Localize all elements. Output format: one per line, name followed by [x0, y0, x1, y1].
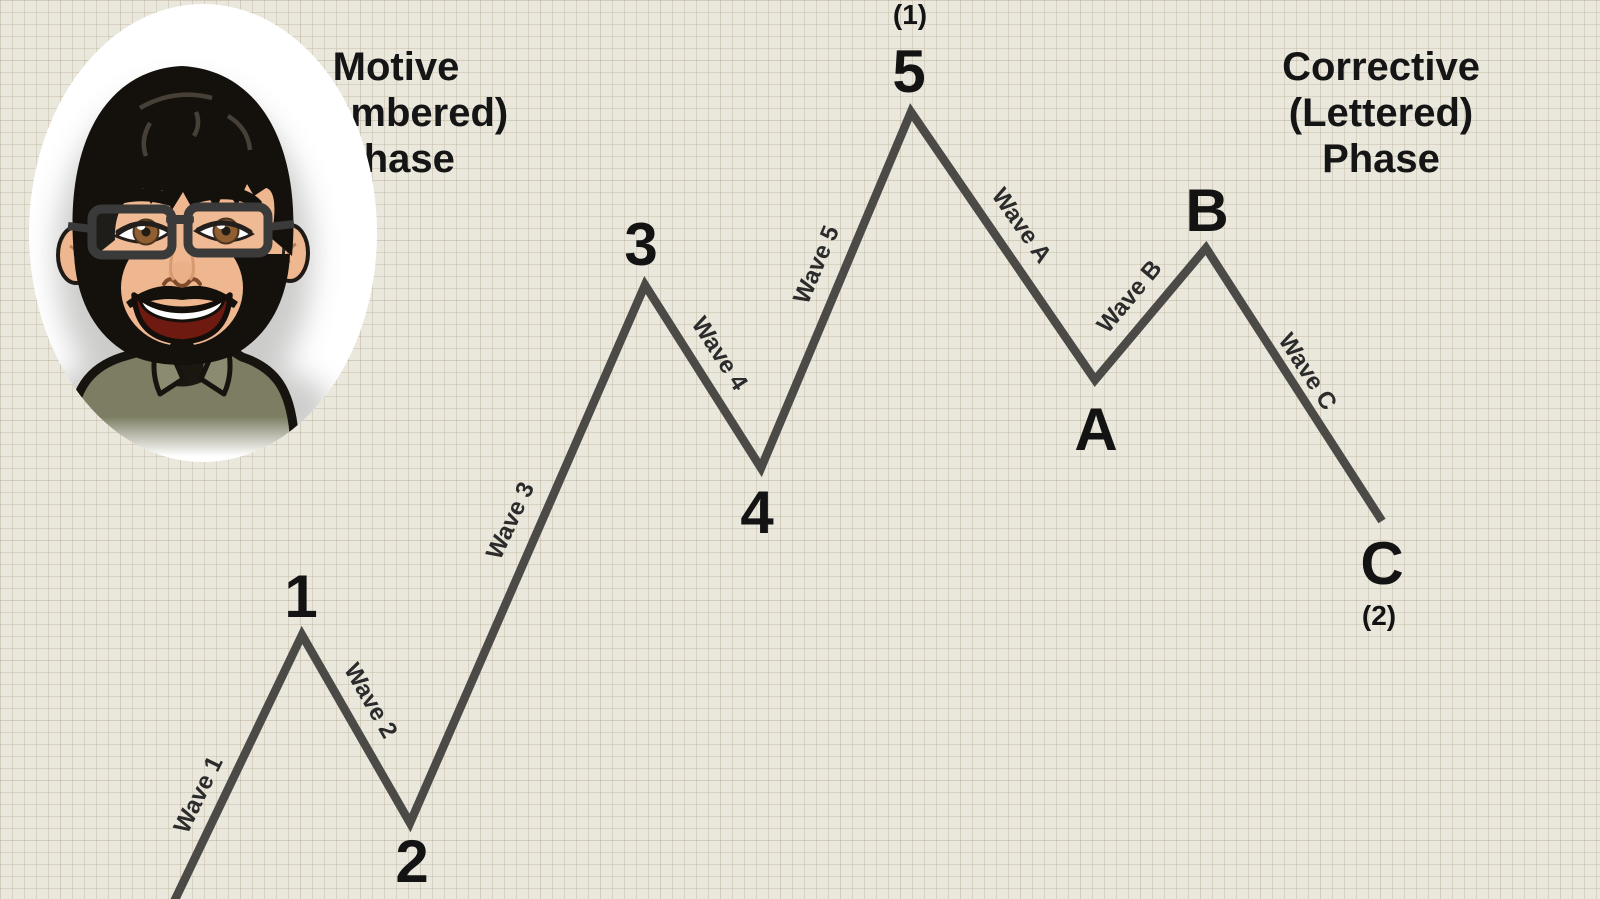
- corrective-phase-title: Corrective (Lettered) Phase: [1282, 44, 1480, 182]
- pivot-label-4: 4: [740, 479, 774, 546]
- pivot-label-1: 1: [284, 563, 318, 630]
- pivot-label-A: A: [1074, 396, 1118, 463]
- avatar-mustache: [126, 285, 238, 308]
- corrective-title-line3: Phase: [1322, 137, 1440, 181]
- avatar-figure: [36, 66, 332, 462]
- pivot-label-B: B: [1185, 177, 1229, 244]
- pivot-label-2: 2: [395, 828, 429, 895]
- avatar-nose: [162, 277, 202, 288]
- pivot-label-3: 3: [624, 211, 658, 278]
- segment-label-wave-5: Wave 5: [788, 221, 845, 308]
- avatar-hair-highlights: [138, 92, 253, 157]
- segment-label-wave-4: Wave 4: [685, 312, 754, 396]
- segment-label-wave-b: Wave B: [1091, 255, 1168, 339]
- segment-label-wave-2: Wave 2: [338, 658, 403, 743]
- avatar-eyebrow-left: [102, 188, 172, 212]
- avatar-hair: [72, 66, 294, 256]
- segment-label-wave-a: Wave A: [985, 183, 1057, 269]
- avatar-soul-patch: [170, 341, 194, 358]
- wave-line: [170, 103, 1386, 899]
- corrective-title-line1: Corrective: [1282, 45, 1480, 89]
- segment-label-wave-1: Wave 1: [168, 752, 229, 838]
- corrective-title-line2: (Lettered): [1288, 91, 1474, 135]
- avatar-glasses: [67, 202, 295, 260]
- pivot-label-1: (1): [892, 0, 928, 30]
- avatar-eye-right: [193, 217, 255, 245]
- pivot-label-2: (2): [1361, 600, 1397, 631]
- segment-label-wave-c: Wave C: [1272, 328, 1343, 416]
- motive-title-line1: Motive: [332, 45, 460, 89]
- pivot-label-C: C: [1360, 530, 1404, 597]
- segment-label-wave-3: Wave 3: [481, 478, 541, 564]
- avatar-shirt: [68, 345, 296, 462]
- avatar-teeth: [138, 297, 226, 323]
- pivot-label-5: 5: [892, 38, 926, 105]
- avatar-eyebrow-right: [192, 186, 262, 210]
- presenter-avatar: [29, 4, 377, 462]
